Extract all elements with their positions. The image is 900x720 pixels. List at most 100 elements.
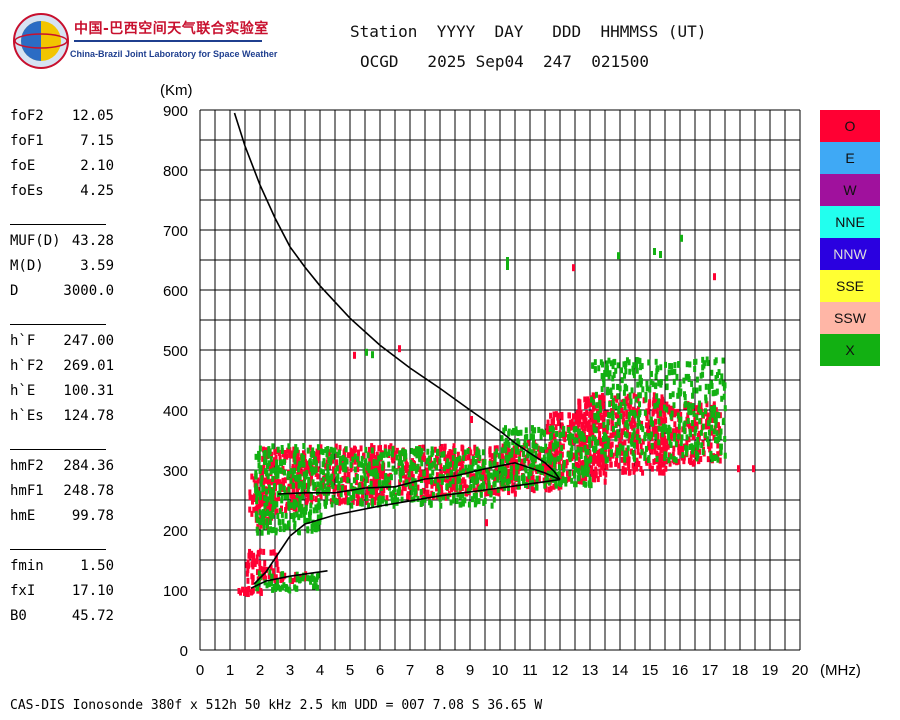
- echo-point: [420, 460, 424, 467]
- echo-point: [704, 423, 708, 430]
- echo-point: [596, 455, 600, 462]
- echo-point: [430, 462, 434, 469]
- echo-point: [720, 373, 724, 380]
- echo-point: [331, 494, 335, 501]
- echo-point: [446, 462, 450, 469]
- echo-point: [300, 453, 304, 460]
- echo-point: [259, 480, 263, 487]
- echo-point: [550, 432, 554, 439]
- echo-point: [329, 498, 333, 505]
- echo-point: [644, 396, 648, 403]
- echo-point: [602, 410, 606, 417]
- echo-point: [269, 455, 273, 462]
- echo-point: [654, 433, 658, 440]
- echo-point: [658, 410, 662, 417]
- y-tick-label: 300: [163, 463, 188, 480]
- param-row: fmin 1.50: [10, 558, 120, 578]
- echo-point: [671, 428, 675, 435]
- echo-point: [293, 458, 297, 465]
- echo-point: [606, 437, 610, 444]
- echo-point: [479, 491, 483, 498]
- echo-point: [565, 459, 569, 466]
- echo-point: [488, 446, 492, 453]
- echo-point: [568, 412, 572, 419]
- echo-point: [446, 493, 450, 500]
- echo-point: [328, 463, 332, 470]
- param-row: foEs 4.25: [10, 183, 120, 203]
- echo-point: [657, 425, 661, 432]
- echo-point: [276, 446, 280, 453]
- echo-point: [344, 495, 348, 502]
- echo-point: [333, 497, 337, 504]
- echo-point: [310, 523, 314, 530]
- echo-point: [603, 451, 607, 458]
- echo-point: [349, 495, 353, 502]
- echo-point: [258, 560, 262, 567]
- echo-point: [640, 449, 644, 456]
- echo-point: [469, 449, 473, 456]
- echo-point: [427, 462, 431, 469]
- echo-point: [495, 448, 499, 455]
- echo-point: [316, 525, 320, 532]
- echo-point: [266, 503, 270, 510]
- echo-point: [251, 574, 255, 581]
- echo-point: [636, 406, 640, 413]
- echo-point: [611, 363, 615, 370]
- echo-point: [326, 479, 330, 486]
- echo-point: [662, 441, 666, 448]
- echo-point: [372, 459, 376, 466]
- echo-point: [280, 584, 284, 591]
- echo-point: [247, 552, 251, 559]
- echo-point: [598, 454, 602, 461]
- echo-point: [296, 466, 300, 473]
- echo-point: [401, 469, 405, 476]
- echo-point: [355, 492, 359, 499]
- x-tick-label: 9: [466, 662, 474, 679]
- echo-point: [420, 498, 424, 505]
- echo-point: [572, 426, 576, 433]
- echo-point: [451, 478, 455, 485]
- echo-point: [623, 385, 627, 392]
- echo-point: [519, 429, 523, 436]
- echo-point: [601, 460, 605, 467]
- echo-point: [313, 525, 317, 532]
- echo-point: [286, 524, 290, 531]
- echo-point: [564, 480, 568, 487]
- echo-point: [357, 496, 361, 503]
- echo-point: [591, 419, 595, 426]
- echo-point: [319, 512, 323, 519]
- echo-point: [321, 483, 325, 490]
- echo-point: [635, 357, 639, 364]
- x-tick-label: 3: [286, 662, 294, 679]
- echo-point: [660, 403, 664, 410]
- echo-point: [526, 440, 530, 447]
- echo-point: [277, 449, 281, 456]
- echo-point: [431, 491, 435, 498]
- echo-point: [316, 449, 320, 456]
- echo-point: [601, 435, 605, 442]
- echo-point: [632, 362, 636, 369]
- echo-point: [276, 512, 280, 519]
- legend-label: NNW: [833, 246, 867, 262]
- echo-point: [523, 434, 527, 441]
- echo-point: [522, 473, 526, 480]
- echo-point: [591, 392, 595, 399]
- echo-point: [458, 493, 462, 500]
- echo-point: [632, 428, 636, 435]
- echo-point: [469, 483, 473, 490]
- echo-point: [714, 437, 718, 444]
- echo-point: [657, 418, 661, 425]
- echo-point: [628, 431, 632, 438]
- echo-point: [404, 461, 408, 468]
- echo-point: [252, 553, 256, 560]
- echo-point: [612, 371, 616, 378]
- echo-point: [687, 423, 691, 430]
- echo-point: [623, 404, 627, 411]
- echo-point: [357, 449, 361, 456]
- echo-point: [461, 477, 465, 484]
- echo-point: [307, 482, 311, 489]
- echo-point: [265, 500, 269, 507]
- echo-point: [602, 432, 606, 439]
- echo-point: [661, 431, 665, 438]
- echo-point: [664, 361, 668, 368]
